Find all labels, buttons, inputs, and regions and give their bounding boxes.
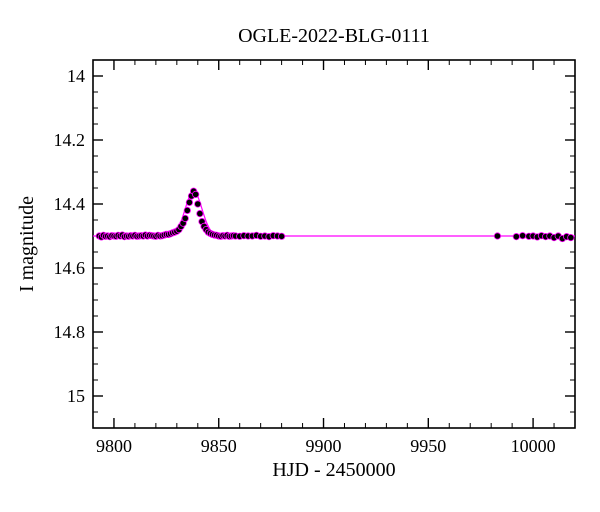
x-tick-label: 9950 [410, 436, 446, 456]
x-tick-label: 10000 [511, 436, 556, 456]
y-tick-label: 14.6 [54, 258, 86, 278]
data-point [197, 210, 203, 216]
y-axis-label: I magnitude [16, 196, 38, 292]
y-tick-label: 14.2 [54, 130, 86, 150]
data-point [182, 215, 188, 221]
data-point [186, 199, 192, 205]
data-point [568, 234, 574, 240]
data-point [278, 233, 284, 239]
data-point [513, 233, 519, 239]
y-tick-label: 14.8 [54, 322, 86, 342]
data-point [519, 232, 525, 238]
data-point [184, 207, 190, 213]
data-point [494, 233, 500, 239]
x-axis-label: HJD - 2450000 [272, 459, 395, 481]
x-tick-label: 9900 [306, 436, 342, 456]
chart-title: OGLE-2022-BLG-0111 [238, 25, 430, 47]
y-tick-label: 14.4 [54, 194, 86, 214]
chart-container: { "chart": { "type": "scatter+line", "ti… [0, 0, 600, 512]
x-tick-label: 9800 [96, 436, 132, 456]
y-tick-label: 15 [67, 386, 85, 406]
lightcurve-plot: 9800 9850 9900 9950 10000 14 14.2 14.4 14.6 14.8 1… [0, 0, 600, 512]
x-tick-label: 9850 [201, 436, 237, 456]
data-point [195, 201, 201, 207]
y-tick-label: 14 [67, 66, 85, 86]
data-point [192, 191, 198, 197]
